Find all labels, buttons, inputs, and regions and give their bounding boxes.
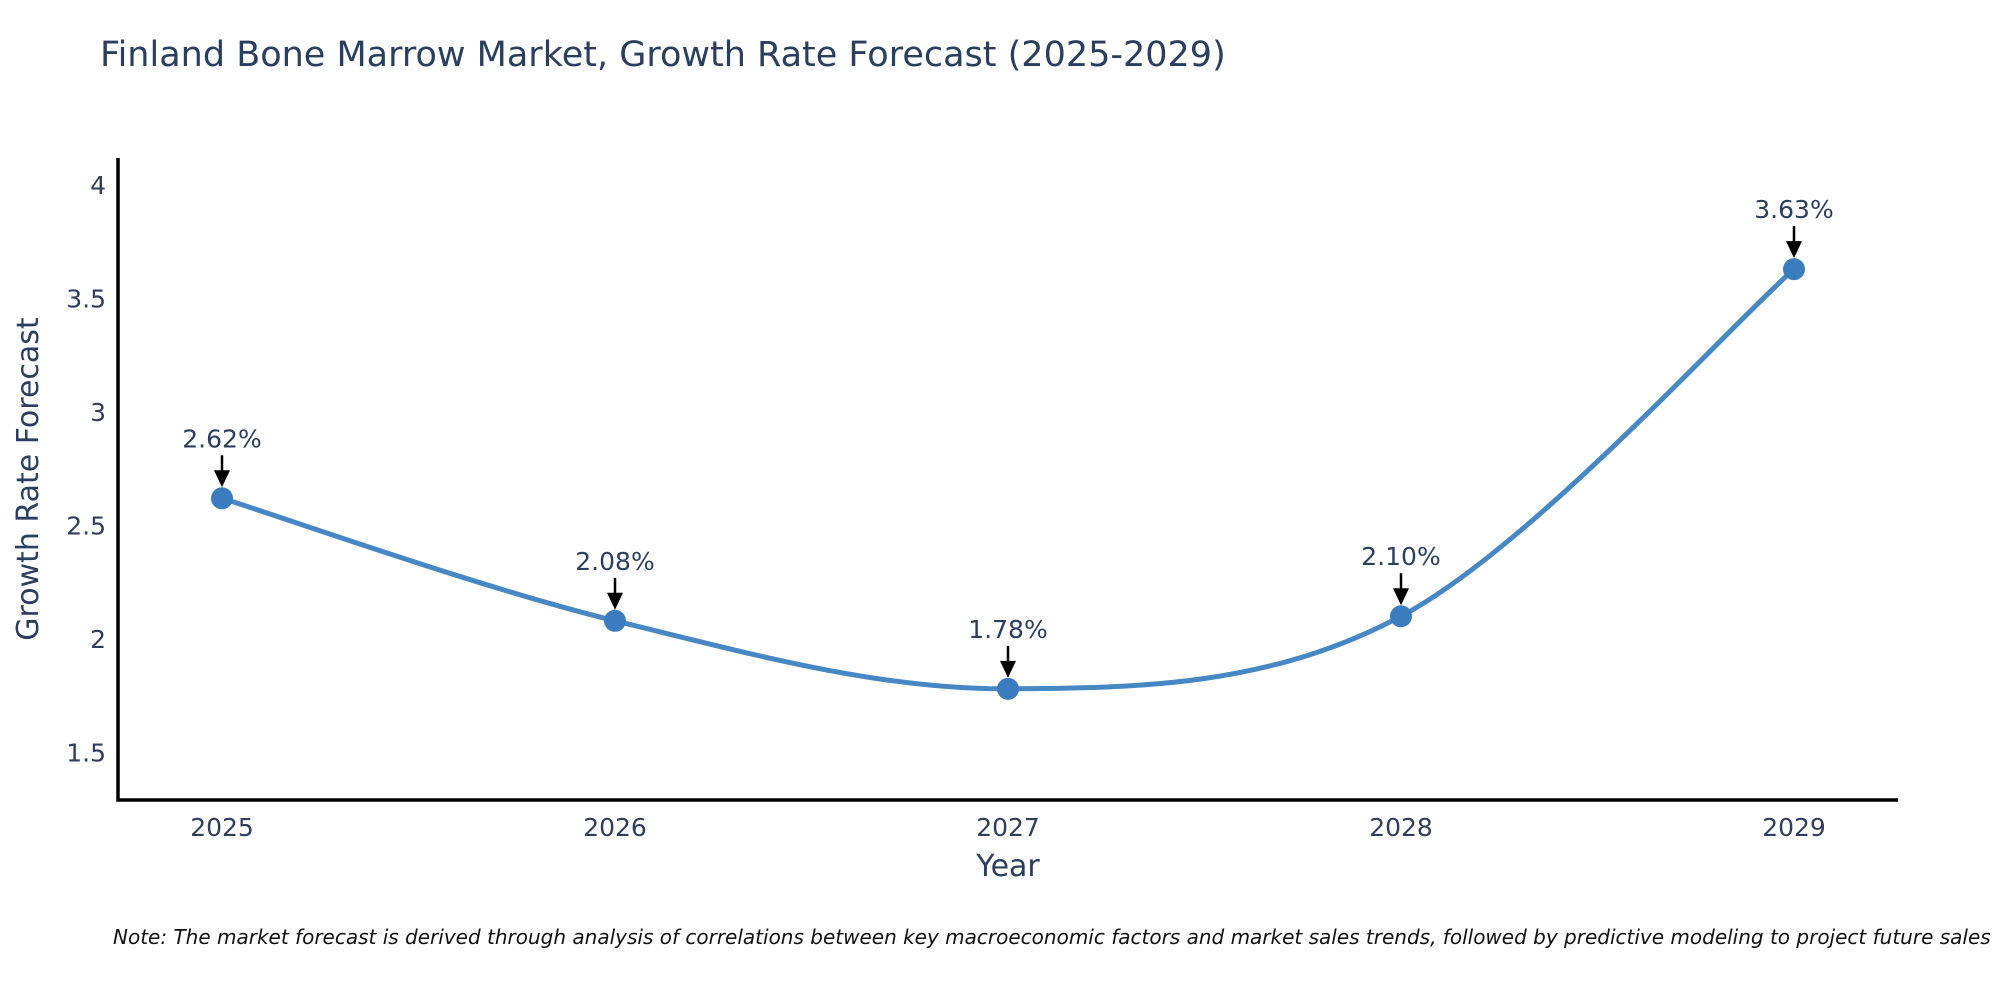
x-axis-title: Year (975, 849, 1040, 884)
x-tick-label: 2025 (190, 813, 254, 842)
data-point-value-label: 1.78% (968, 615, 1047, 644)
footnote: Note: The market forecast is derived thr… (113, 925, 1991, 949)
data-point-value-label: 3.63% (1754, 195, 1833, 224)
x-tick-label: 2028 (1369, 813, 1433, 842)
data-point-value-label: 2.08% (575, 547, 654, 576)
annotation-arrow-head (214, 470, 230, 488)
y-tick-label: 1.5 (66, 738, 106, 767)
annotation-arrow-head (1786, 241, 1802, 259)
chart-title: Finland Bone Marrow Market, Growth Rate … (100, 35, 1226, 75)
x-tick-label: 2027 (976, 813, 1040, 842)
x-tick-label: 2026 (583, 813, 647, 842)
annotation-arrow-head (607, 592, 623, 610)
data-point-marker (997, 677, 1019, 700)
x-tick-label: 2029 (1762, 813, 1826, 842)
plot-area: 1.5 2 2.5 3 3.5 4 2025 2026 2027 2028 2029 2.62% 2.0… (66, 158, 1898, 842)
data-point-marker (1390, 605, 1412, 628)
axes (116, 158, 1898, 802)
annotation-arrow-head (1000, 660, 1016, 678)
y-axis-title: Growth Rate Forecast (11, 317, 46, 641)
data-point-value-label: 2.10% (1361, 542, 1440, 571)
y-tick-label: 4 (90, 171, 106, 200)
y-tick-label: 3.5 (66, 285, 106, 314)
y-tick-label: 2.5 (66, 512, 106, 541)
data-point-value-label: 2.62% (182, 424, 261, 453)
data-point-marker (1783, 258, 1805, 281)
y-tick-label: 2 (90, 625, 106, 654)
data-point-marker (604, 609, 626, 632)
y-tick-label: 3 (90, 398, 106, 427)
annotation-arrow-head (1393, 588, 1409, 606)
data-point-marker (211, 487, 233, 510)
